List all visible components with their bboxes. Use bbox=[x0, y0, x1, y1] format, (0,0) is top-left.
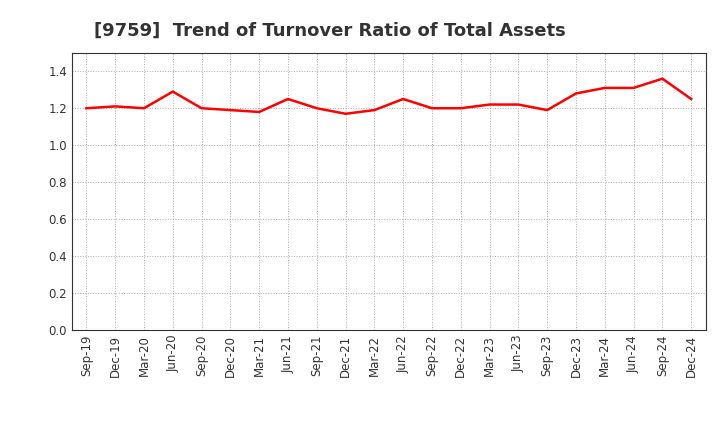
Text: [9759]  Trend of Turnover Ratio of Total Assets: [9759] Trend of Turnover Ratio of Total … bbox=[94, 22, 565, 40]
